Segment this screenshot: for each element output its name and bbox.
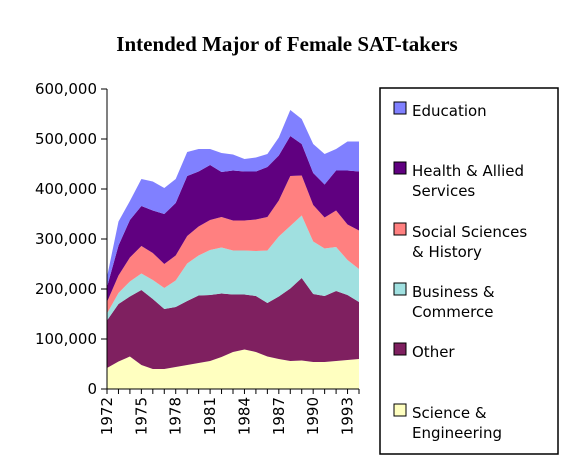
legend-label: Science & [412, 404, 487, 422]
area-health-allied-services [107, 136, 359, 302]
legend-label: Business & [412, 283, 495, 301]
x-tick-label: 1975 [132, 397, 150, 435]
x-tick-label: 1981 [201, 397, 219, 435]
legend-swatch [393, 101, 407, 115]
x-tick-label: 1987 [270, 397, 288, 435]
legend-label: Social Sciences [412, 223, 527, 241]
legend-swatch [393, 222, 407, 236]
legend-swatch [393, 403, 407, 417]
plot-areas [107, 110, 359, 389]
y-tick-label: 500,000 [35, 130, 97, 148]
legend-label: Other [412, 343, 455, 361]
area-business-commerce [107, 215, 359, 321]
y-tick-label: 200,000 [35, 280, 97, 298]
x-tick-label: 1972 [98, 397, 116, 435]
area-other [107, 278, 359, 369]
y-tick-label: 600,000 [35, 80, 97, 98]
legend-label: Engineering [412, 424, 502, 442]
x-tick-label: 1993 [339, 397, 357, 435]
x-tick-label: 1984 [236, 397, 254, 435]
legend-swatch [393, 342, 407, 356]
legend-swatch [393, 161, 407, 175]
area-social-sciences-history [107, 175, 359, 314]
x-tick-label: 1990 [304, 397, 322, 435]
legend-label: Education [412, 102, 487, 120]
legend-label: Services [412, 182, 475, 200]
x-tick-label: 1978 [167, 397, 185, 435]
legend-box [379, 87, 559, 455]
legend-label: & History [412, 243, 482, 261]
y-tick-label: 100,000 [35, 330, 97, 348]
legend-label: Commerce [412, 303, 493, 321]
chart-title: Intended Major of Female SAT-takers [116, 32, 457, 56]
y-tick-label: 0 [87, 380, 97, 398]
area-education [107, 110, 359, 287]
area-science-engineering [107, 349, 359, 389]
y-tick-label: 400,000 [35, 180, 97, 198]
y-tick-label: 300,000 [35, 230, 97, 248]
legend-swatch [393, 282, 407, 296]
legend: Education Health & Allied Services Social S… [379, 87, 559, 455]
axes: 0 100,000 200,000 300,000 400,000 500,000 600,… [35, 80, 360, 435]
legend-label: Health & Allied [412, 162, 524, 180]
